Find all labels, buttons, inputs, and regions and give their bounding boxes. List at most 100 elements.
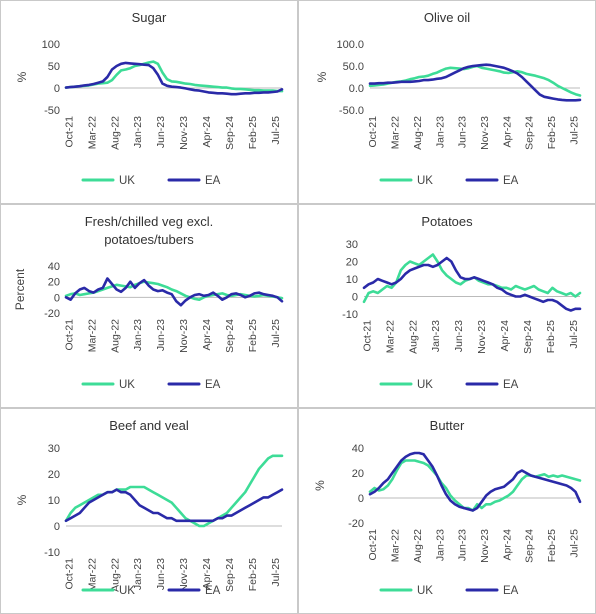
- chart-svg: Beef and veal 30 20 10 0 -10% Oct-21 Mar-22 Aug-…: [15, 418, 284, 597]
- series-line-ea: [368, 63, 582, 102]
- y-tick-label: -20: [348, 518, 364, 530]
- legend-label: EA: [503, 379, 519, 391]
- x-tick-label: Jan-23: [434, 116, 446, 148]
- x-tick-label: Nov-23: [479, 116, 491, 150]
- y-tick-label: 10: [48, 495, 60, 507]
- x-tick-label: Aug-22: [109, 558, 121, 592]
- x-tick-label: Apr-24: [201, 116, 213, 148]
- y-tick-label: 50.0: [343, 61, 364, 73]
- x-tick-label: Nov-23: [178, 558, 190, 592]
- y-tick-label: -10: [342, 309, 358, 321]
- chart-svg: Sugar 100 50 0 -50% Oct-21 Mar-22 Aug-22 Jan-23 J…: [15, 10, 284, 187]
- legend-label: UK: [119, 585, 135, 597]
- x-tick-label: Oct-21: [361, 320, 373, 352]
- y-tick-label: 100.0: [336, 39, 364, 51]
- x-tick-label: Jan-23: [434, 529, 446, 561]
- chart-panel-1: Sugar 100 50 0 -50% Oct-21 Mar-22 Aug-22 Jan-23 J…: [0, 0, 298, 204]
- chart-svg: Butter 40 20 0 -20% Oct-21 Mar-22 Aug-22 Jan-23 J…: [313, 418, 582, 597]
- x-tick-label: Jun-23: [155, 558, 167, 590]
- x-tick-label: Aug-22: [412, 116, 424, 150]
- y-tick-label: 40: [48, 261, 60, 273]
- x-tick-label: Mar-22: [86, 116, 98, 149]
- x-tick-label: Mar-22: [390, 529, 402, 562]
- y-tick-label: 0.0: [349, 83, 364, 95]
- x-tick-label: Sep-24: [524, 529, 536, 563]
- x-tick-label: Jun-23: [457, 116, 469, 148]
- chart-title: Fresh/chilled veg excl.: [85, 214, 214, 229]
- y-tick-label: -10: [44, 547, 60, 559]
- x-tick-label: Aug-22: [109, 319, 121, 353]
- y-tick-label: 20: [352, 468, 364, 480]
- y-tick-label: 0: [54, 83, 60, 95]
- x-tick-label: Jul-25: [568, 116, 580, 145]
- x-tick-label: Mar-22: [384, 320, 396, 353]
- legend-label: EA: [503, 175, 519, 187]
- x-tick-label: Sep-24: [224, 558, 236, 592]
- x-tick-label: Feb-25: [546, 529, 558, 562]
- x-tick-label: Feb-25: [247, 558, 259, 591]
- y-axis-label: %: [315, 71, 329, 82]
- x-tick-label: Sep-24: [522, 320, 534, 354]
- x-tick-label: Apr-24: [501, 116, 513, 148]
- series-line-uk: [64, 454, 284, 528]
- series-line-ea: [64, 277, 284, 307]
- y-axis-label: %: [313, 480, 327, 491]
- legend-label: UK: [417, 585, 433, 597]
- legend-label: UK: [417, 175, 433, 187]
- y-tick-label: 0: [358, 493, 364, 505]
- chart-title: potatoes/tubers: [104, 232, 194, 247]
- y-tick-label: 30: [346, 239, 358, 251]
- x-tick-label: Oct-21: [367, 529, 379, 561]
- x-tick-label: Jul-25: [270, 319, 282, 348]
- y-tick-label: 20: [48, 277, 60, 289]
- x-tick-label: Nov-23: [178, 319, 190, 353]
- chart-svg: Fresh/chilled veg excl. potatoes/tubers 40…: [13, 214, 284, 391]
- y-axis-label: %: [15, 494, 29, 505]
- x-tick-label: Jun-23: [155, 116, 167, 148]
- x-tick-label: Feb-25: [545, 320, 557, 353]
- chart-title: Beef and veal: [109, 418, 189, 433]
- chart-panel-6: Butter 40 20 0 -20% Oct-21 Mar-22 Aug-22 Jan-23 J…: [298, 408, 596, 614]
- x-tick-label: Jan-23: [430, 320, 442, 352]
- x-tick-label: Jul-25: [568, 320, 580, 349]
- y-axis-label: Percent: [13, 268, 27, 310]
- x-tick-label: Oct-21: [367, 116, 379, 148]
- y-tick-label: 40: [352, 443, 364, 455]
- legend-label: EA: [205, 379, 221, 391]
- legend-label: EA: [503, 585, 519, 597]
- x-tick-label: Aug-22: [109, 116, 121, 150]
- y-axis-label: %: [15, 71, 29, 82]
- legend-label: UK: [119, 379, 135, 391]
- x-tick-label: Aug-22: [407, 320, 419, 354]
- x-tick-label: Aug-22: [412, 529, 424, 563]
- y-tick-label: 0: [54, 292, 60, 304]
- x-tick-label: Feb-25: [247, 116, 259, 149]
- x-tick-label: Nov-23: [476, 320, 488, 354]
- x-tick-label: Oct-21: [63, 116, 75, 148]
- chart-panel-2: Olive oil 100.0 50.0 0.0 -50.0% Oct-21 Mar-22 A…: [298, 0, 596, 204]
- x-tick-label: Apr-24: [201, 558, 213, 590]
- chart-title: Sugar: [132, 10, 167, 25]
- chart-title: Butter: [430, 418, 465, 433]
- y-tick-label: 10: [346, 274, 358, 286]
- series-line-uk: [64, 280, 284, 301]
- series-line-ea: [368, 451, 582, 512]
- x-tick-label: Apr-24: [201, 319, 213, 351]
- y-tick-label: 30: [48, 443, 60, 455]
- x-tick-label: Jul-25: [568, 529, 580, 558]
- x-tick-label: Oct-21: [63, 558, 75, 590]
- y-tick-label: -20: [44, 308, 60, 320]
- y-tick-label: -50: [44, 105, 60, 117]
- x-tick-label: Jun-23: [457, 529, 469, 561]
- x-tick-label: Nov-23: [479, 529, 491, 563]
- x-tick-label: Mar-22: [86, 319, 98, 352]
- y-tick-label: 20: [346, 257, 358, 269]
- x-tick-label: Jan-23: [132, 558, 144, 590]
- x-tick-label: Mar-22: [86, 558, 98, 591]
- series-line-uk: [368, 459, 582, 512]
- series-line-ea: [64, 61, 284, 96]
- x-tick-label: Feb-25: [546, 116, 558, 149]
- chart-title: Potatoes: [421, 214, 473, 229]
